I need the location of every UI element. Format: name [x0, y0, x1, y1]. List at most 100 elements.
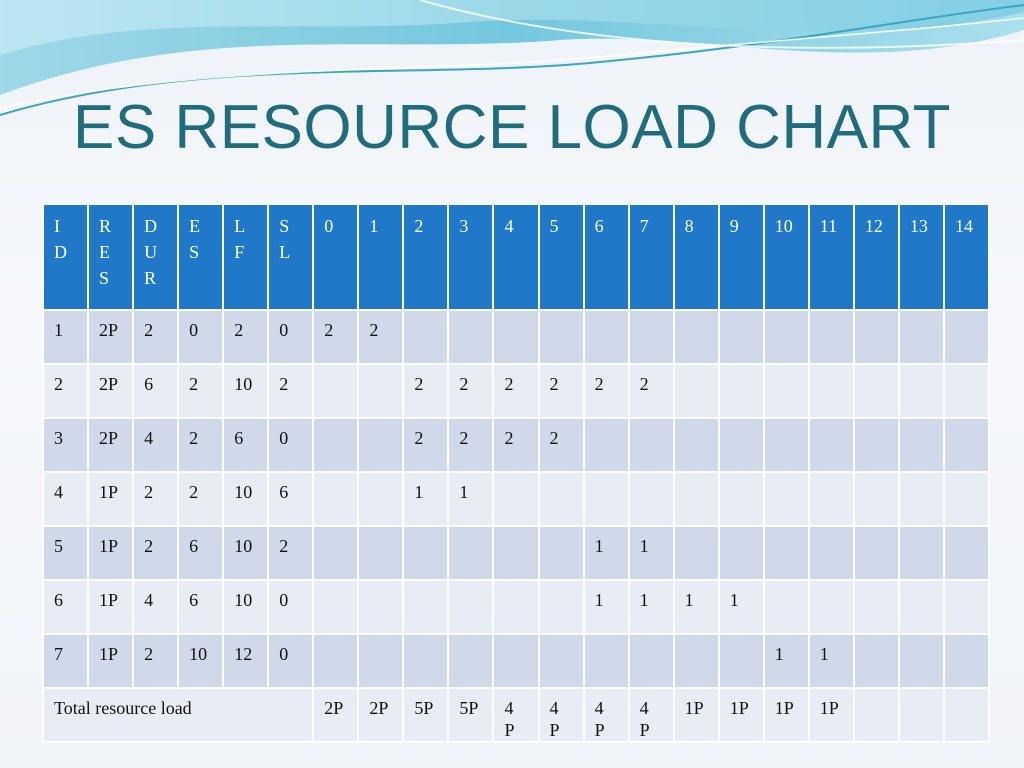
table-cell: 10: [222, 363, 270, 419]
table-cell: 1: [582, 579, 630, 635]
table-row: 2 2P 6 2 10 2 2 2 2 2 2 2: [41, 363, 991, 419]
table-cell: 1: [447, 471, 495, 527]
table-cell: [672, 633, 720, 689]
table-cell: 6: [267, 471, 315, 527]
table-row: 3 2P 4 2 6 0 2 2 2 2: [41, 417, 991, 473]
table-row: 1 2P 2 0 2 0 2 2: [41, 309, 991, 365]
table-cell: 10: [222, 579, 270, 635]
table-cell: [402, 633, 450, 689]
column-header: 6: [582, 203, 630, 311]
page-title: ES RESOURCE LOAD CHART: [72, 93, 952, 162]
table-cell: [357, 525, 405, 581]
table-cell: [537, 309, 585, 365]
table-cell: 2: [177, 417, 225, 473]
table-row: 5 1P 2 6 10 2 1 1: [41, 525, 991, 581]
table-cell: [717, 633, 765, 689]
table-cell: 10: [177, 633, 225, 689]
table-cell: [852, 471, 900, 527]
table-cell: [402, 309, 450, 365]
header-wave-decoration: [0, 0, 1024, 116]
table-cell: 0: [267, 417, 315, 473]
table-cell: 2: [447, 363, 495, 419]
table-cell: 2: [402, 363, 450, 419]
table-cell: [897, 363, 945, 419]
table-cell: [942, 309, 991, 365]
table-cell: [852, 309, 900, 365]
column-header: 13: [897, 203, 945, 311]
table-cell: [762, 525, 810, 581]
table-cell: [852, 417, 900, 473]
table-body: 1 2P 2 0 2 0 2 2 2 2P 6 2 10 2 2 2 2 2 2 2 3 2P 4 2 6 0 2 2 2 2 4 1P 2 2 1…: [41, 309, 991, 743]
table-cell: 6: [177, 525, 225, 581]
table-cell: 2: [132, 525, 180, 581]
table-cell: [312, 579, 360, 635]
table-cell: 1P: [87, 471, 135, 527]
table-cell: [357, 579, 405, 635]
table-cell: [582, 417, 630, 473]
table-cell: 2: [582, 363, 630, 419]
column-header: 5: [537, 203, 585, 311]
table-cell: [312, 471, 360, 527]
table-cell: 6: [222, 417, 270, 473]
table-cell: 4: [132, 579, 180, 635]
table-cell: 2: [267, 525, 315, 581]
table-cell: 4: [132, 417, 180, 473]
total-cell: [942, 687, 991, 743]
table-cell: [942, 417, 991, 473]
table-cell: [492, 309, 540, 365]
table-cell: [762, 309, 810, 365]
table-cell: [717, 471, 765, 527]
table-cell: [447, 309, 495, 365]
table-cell: [852, 579, 900, 635]
table-cell: 2P: [87, 417, 135, 473]
table-cell: 10: [222, 525, 270, 581]
table-cell: 6: [177, 579, 225, 635]
column-header: 0: [312, 203, 360, 311]
resource-load-table: I D R E S D U R E S L F S L 0 1 2 3 4 5 6 7 8 9 10 11 12 13 14 1 2P 2 0…: [41, 203, 991, 743]
table-cell: 1: [41, 309, 90, 365]
table-cell: 1: [672, 579, 720, 635]
table-row: 7 1P 2 10 12 0 1 1: [41, 633, 991, 689]
table-cell: [537, 633, 585, 689]
total-cell: 1P: [762, 687, 810, 743]
table-cell: [807, 525, 855, 581]
table-cell: [447, 525, 495, 581]
table-row: 4 1P 2 2 10 6 1 1: [41, 471, 991, 527]
table-cell: [897, 633, 945, 689]
table-cell: [717, 363, 765, 419]
table-cell: 10: [222, 471, 270, 527]
table-cell: 2P: [87, 309, 135, 365]
table-cell: [312, 633, 360, 689]
column-header: 4: [492, 203, 540, 311]
table-cell: [492, 579, 540, 635]
table-cell: [537, 579, 585, 635]
table-cell: 2: [492, 363, 540, 419]
table-cell: [807, 363, 855, 419]
table-cell: [897, 579, 945, 635]
column-header: 2: [402, 203, 450, 311]
table-cell: [942, 579, 991, 635]
total-cell: 2P: [357, 687, 405, 743]
table-cell: 5: [41, 525, 90, 581]
table-cell: [447, 579, 495, 635]
table-cell: 2P: [87, 363, 135, 419]
table-row: 6 1P 4 6 10 0 1 1 1 1: [41, 579, 991, 635]
table-header-row: I D R E S D U R E S L F S L 0 1 2 3 4 5 6 7 8 9 10 11 12 13 14: [41, 203, 991, 311]
table-cell: 0: [267, 579, 315, 635]
table-cell: 3: [41, 417, 90, 473]
table-cell: [582, 471, 630, 527]
table-cell: [627, 633, 675, 689]
table-cell: 2: [627, 363, 675, 419]
table-cell: 0: [267, 633, 315, 689]
table-cell: 2: [537, 417, 585, 473]
table-cell: 1P: [87, 525, 135, 581]
column-header: 1: [357, 203, 405, 311]
table-cell: [942, 633, 991, 689]
total-cell: [852, 687, 900, 743]
